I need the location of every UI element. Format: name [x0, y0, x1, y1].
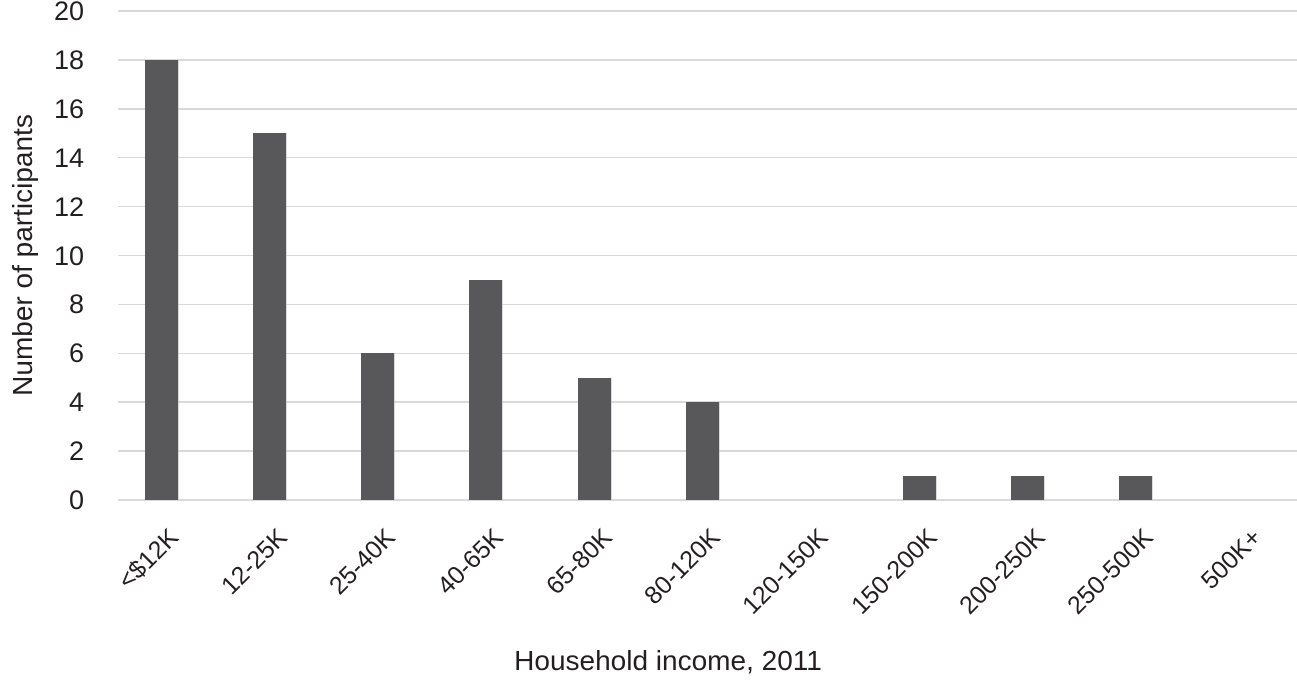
gridline — [118, 59, 1297, 61]
y-tick-label: 10 — [53, 240, 84, 271]
x-tick-label: 150-200K — [845, 523, 943, 620]
y-tick-label: 0 — [68, 485, 84, 515]
y-tick-label: 8 — [68, 289, 84, 320]
gridline — [118, 205, 1297, 208]
bar — [1119, 475, 1153, 500]
gridline — [118, 156, 1297, 159]
x-tick-label: 200-250K — [954, 523, 1051, 620]
y-tick-label: 12 — [53, 191, 84, 222]
x-tick-label: 500K+ — [1195, 523, 1268, 595]
bar — [252, 133, 286, 500]
bar — [686, 402, 719, 500]
y-tick-label: 2 — [68, 436, 84, 467]
gridline — [118, 352, 1297, 355]
x-tick-label: 250-500K — [1062, 523, 1159, 620]
y-tick-label: 6 — [68, 338, 84, 369]
x-tick-label: 65-80K — [540, 523, 618, 601]
x-tick-label: 80-120K — [638, 523, 726, 610]
x-tick-label: 25-40K — [323, 523, 401, 601]
y-tick-label: 14 — [53, 142, 84, 173]
gridline — [118, 254, 1297, 257]
y-tick-label: 4 — [68, 387, 84, 418]
x-tick-label: 40-65K — [432, 523, 509, 601]
gridline — [118, 108, 1297, 110]
x-tick-label: 120-150K — [737, 523, 834, 620]
x-tick-label: <$12K — [112, 523, 185, 595]
y-tick-label: 16 — [53, 93, 84, 124]
x-axis-title: Household income, 2011 — [514, 645, 822, 676]
gridline — [118, 303, 1297, 306]
bar — [1010, 475, 1044, 500]
y-tick-label: 18 — [53, 44, 84, 75]
bar — [902, 475, 936, 500]
bar — [469, 279, 503, 500]
gridline — [118, 10, 1297, 12]
y-tick-label: 20 — [53, 0, 84, 26]
bar — [144, 59, 178, 500]
bar — [577, 377, 611, 500]
x-tick-label: 12-25K — [215, 523, 293, 601]
bar — [361, 353, 395, 500]
gridline — [118, 499, 1297, 501]
